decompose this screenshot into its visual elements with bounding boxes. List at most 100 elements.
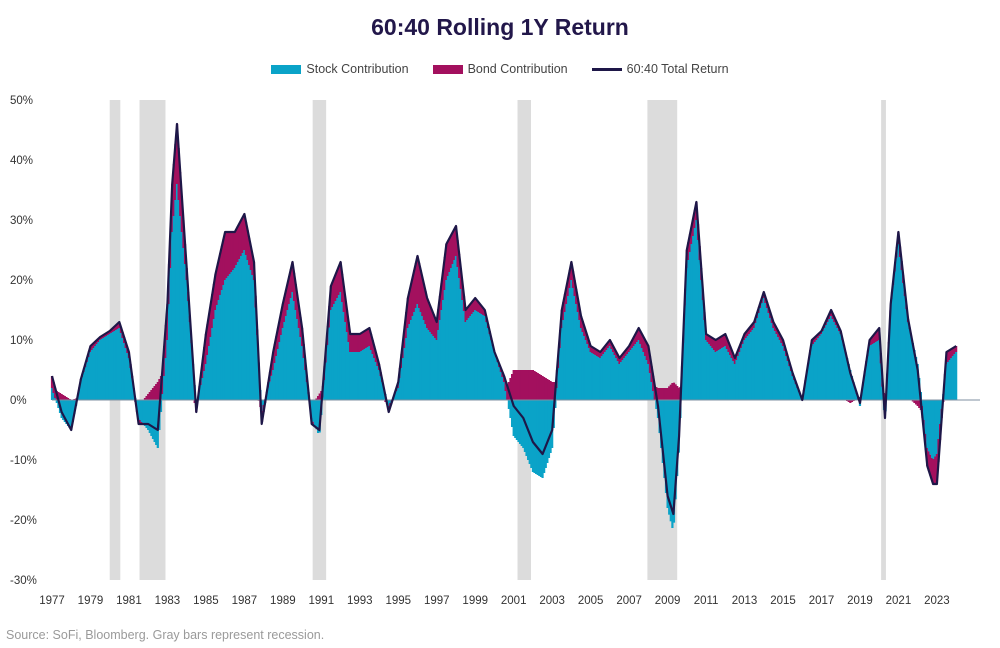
bond-bar: [208, 314, 211, 346]
stock-bar: [240, 256, 243, 400]
stock-bar: [182, 248, 185, 400]
stock-bar: [488, 334, 491, 400]
bond-bar: [504, 381, 507, 391]
stock-bar: [953, 354, 956, 400]
stock-bar: [906, 322, 910, 400]
bond-bar: [373, 346, 376, 358]
bond-bar: [664, 388, 668, 400]
stock-bar: [175, 184, 179, 400]
stock-bar: [273, 363, 276, 400]
stock-bar: [416, 304, 419, 400]
stock-bar: [668, 400, 671, 515]
stock-bar: [685, 268, 688, 400]
bond-bar: [453, 229, 456, 260]
bond-bar: [209, 304, 212, 337]
bond-bar: [830, 310, 833, 316]
y-tick-label: 0%: [10, 395, 27, 407]
bond-bar: [414, 263, 418, 308]
bond-bar: [671, 383, 674, 400]
bond-bar: [586, 336, 589, 344]
stock-bar: [595, 356, 599, 400]
stock-bar: [905, 309, 908, 400]
bond-bar: [570, 262, 573, 280]
recession-band: [312, 100, 327, 580]
stock-bar: [823, 328, 826, 400]
bond-bar: [732, 354, 735, 361]
bond-bar: [544, 378, 547, 400]
stock-bar: [650, 382, 653, 400]
bond-bar: [347, 322, 350, 342]
stock-bar: [878, 340, 881, 400]
bond-bar: [90, 344, 94, 350]
stock-bar: [208, 346, 211, 400]
bond-bar: [693, 210, 696, 228]
bond-bar: [94, 341, 97, 346]
stock-bar: [810, 346, 813, 400]
stock-bar: [461, 300, 464, 400]
stock-bar: [701, 300, 704, 400]
stock-bar: [248, 265, 251, 400]
bond-bar: [251, 254, 254, 275]
bond-bar: [466, 308, 469, 320]
bond-bar: [230, 232, 233, 272]
stock-bar: [765, 308, 769, 400]
bond-bar: [240, 220, 243, 256]
stock-bar: [174, 200, 177, 400]
bond-bar: [528, 370, 531, 400]
x-tick-label: 2017: [809, 595, 835, 607]
bond-bar: [147, 394, 150, 400]
stock-bar: [400, 368, 403, 400]
stock-bar: [753, 328, 756, 400]
stock-bar: [591, 353, 594, 400]
stock-bar: [791, 376, 794, 400]
stock-bar: [600, 356, 603, 400]
bond-bar: [212, 284, 216, 319]
stock-bar: [922, 400, 926, 420]
stock-bar: [288, 304, 291, 400]
stock-bar: [98, 340, 102, 400]
stock-bar: [866, 356, 870, 400]
bond-bar: [442, 270, 445, 300]
bond-bar: [278, 320, 281, 342]
stock-bar: [166, 340, 169, 400]
bond-bar: [706, 335, 709, 342]
stock-bar: [272, 370, 275, 400]
bond-bar: [139, 420, 142, 424]
bond-bar: [333, 278, 336, 304]
bond-bar: [575, 289, 578, 304]
stock-bar: [538, 400, 541, 476]
bond-bar: [206, 324, 209, 355]
bond-bar: [363, 331, 366, 349]
x-tick-label: 2009: [655, 595, 681, 607]
stock-bar: [459, 289, 462, 400]
stock-bar: [454, 256, 458, 400]
stock-bar: [108, 334, 111, 400]
bond-bar: [480, 306, 483, 314]
stock-bar: [486, 328, 490, 400]
stock-bar: [337, 295, 341, 400]
stock-bar: [751, 330, 754, 400]
stock-bar: [539, 400, 543, 477]
stock-bar: [397, 388, 400, 400]
bond-bar: [589, 346, 592, 352]
stock-bar: [669, 400, 672, 522]
stock-bar: [746, 336, 749, 400]
bond-bar: [777, 331, 780, 337]
stock-bar: [430, 334, 434, 400]
bond-bar: [955, 346, 958, 352]
stock-bar: [147, 400, 150, 430]
stock-bar: [826, 322, 830, 400]
stock-bar: [836, 328, 839, 400]
stock-bar: [903, 296, 906, 400]
stock-bar: [241, 253, 244, 400]
y-tick-label: 20%: [10, 275, 33, 287]
bond-bar: [315, 398, 318, 400]
bond-bar: [873, 334, 876, 343]
stock-bar: [639, 344, 642, 400]
bond-bar: [445, 244, 448, 280]
stock-bar: [389, 400, 392, 403]
stock-bar: [599, 358, 602, 400]
stock-bar: [180, 232, 183, 400]
bond-bar: [918, 400, 921, 408]
bond-bar: [244, 222, 248, 255]
